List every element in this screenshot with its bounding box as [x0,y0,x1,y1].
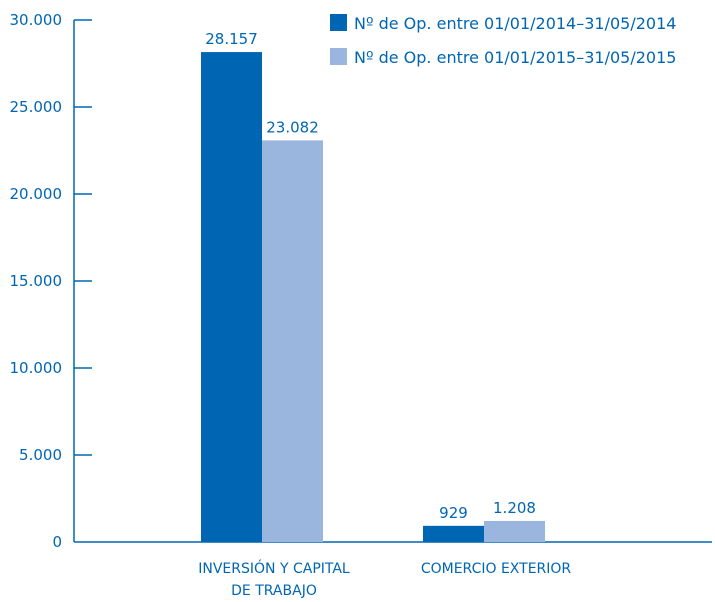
bars [201,52,545,542]
value-label-series2-cat2: 1.208 [493,499,536,517]
legend-label-series2: Nº de Op. entre 01/01/2015–31/05/2015 [354,48,676,67]
legend: Nº de Op. entre 01/01/2014–31/05/2014 Nº … [330,14,676,67]
y-tick-label: 30.000 [10,11,63,29]
y-tick-label: 10.000 [10,359,63,377]
value-labels: 28.157 23.082 929 1.208 [205,30,536,522]
legend-swatch-series1 [330,14,347,31]
axes: 0 5.000 10.000 15.000 20.000 25.000 30.000 [10,11,712,551]
x-category-label: DE TRABAJO [231,583,317,598]
legend-swatch-series2 [330,48,347,65]
category-labels: INVERSIÓN Y CAPITAL DE TRABAJO COMERCIO EX… [198,559,572,599]
y-tick-label: 20.000 [10,185,63,203]
bar-series2-cat1 [262,140,323,542]
value-label-series2-cat1: 23.082 [266,118,319,136]
y-tick-label: 25.000 [10,98,63,116]
legend-label-series1: Nº de Op. entre 01/01/2014–31/05/2014 [354,14,676,33]
value-label-series1-cat2: 929 [439,504,468,522]
x-category-label: COMERCIO EXTERIOR [421,561,572,577]
y-tick-label: 5.000 [19,446,62,464]
y-tick-label: 15.000 [10,272,63,290]
bar-series1-cat2 [423,525,484,542]
value-label-series1-cat1: 28.157 [205,30,258,48]
bar-series1-cat1 [201,52,262,542]
y-tick-label: 0 [52,533,62,551]
bar-series2-cat2 [484,520,545,542]
x-category-label: INVERSIÓN Y CAPITAL [198,559,350,577]
